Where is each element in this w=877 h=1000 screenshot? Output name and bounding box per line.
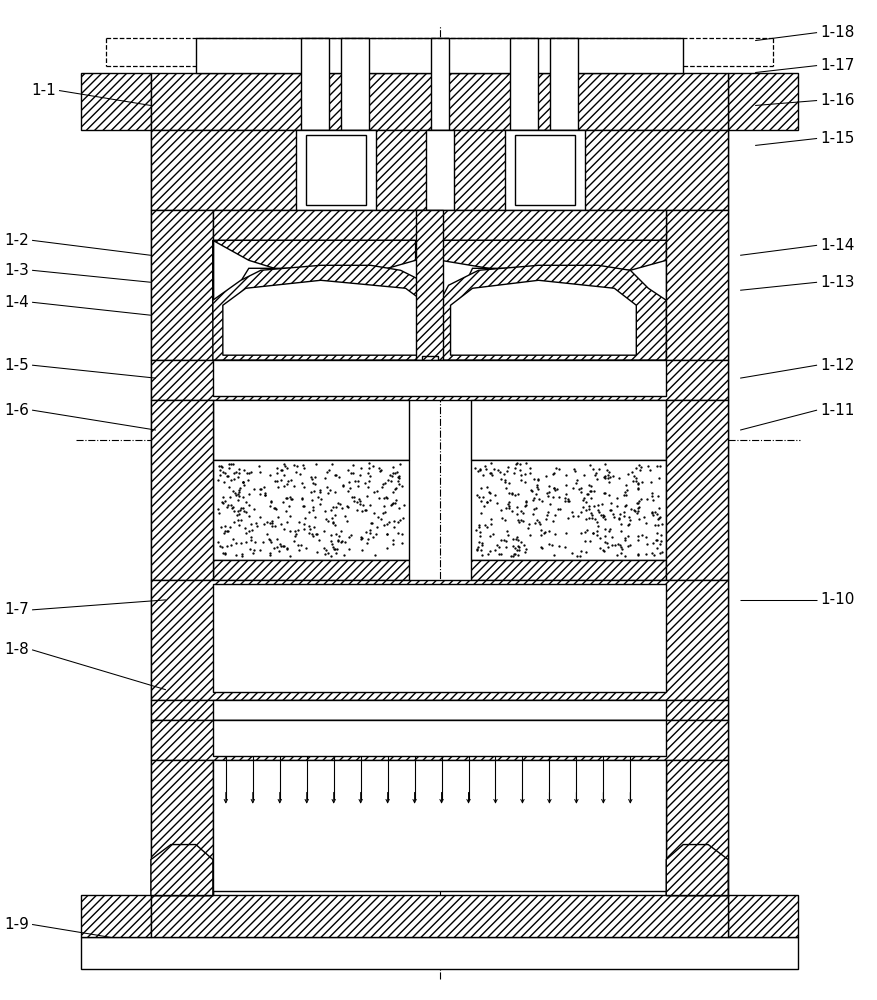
Bar (510, 38, 538, 130)
Bar (470, 400, 666, 460)
Bar (296, 130, 375, 210)
Bar (305, 135, 365, 205)
Bar (666, 400, 727, 580)
Bar (515, 135, 574, 205)
Bar (151, 130, 727, 210)
Bar (151, 210, 212, 360)
Bar (666, 107, 727, 895)
Bar (81, 895, 151, 937)
Bar (666, 760, 727, 895)
Text: 1-11: 1-11 (819, 403, 853, 418)
Text: 1-1: 1-1 (32, 83, 56, 98)
Bar (727, 73, 797, 130)
Polygon shape (212, 265, 438, 360)
Text: 1-14: 1-14 (819, 238, 853, 253)
Text: 1-13: 1-13 (819, 275, 853, 290)
Text: 1-8: 1-8 (4, 642, 29, 657)
Text: 1-15: 1-15 (819, 131, 853, 146)
Bar (505, 130, 585, 210)
Polygon shape (666, 845, 727, 895)
Polygon shape (212, 240, 415, 320)
Bar (212, 584, 666, 692)
Bar (151, 720, 727, 760)
Bar (421, 356, 437, 366)
Polygon shape (151, 845, 212, 895)
Bar (151, 895, 727, 937)
Bar (666, 210, 727, 360)
Bar (151, 700, 727, 720)
Bar (212, 760, 666, 891)
Bar (727, 895, 797, 937)
Text: 1-5: 1-5 (4, 358, 29, 373)
Bar (212, 700, 666, 720)
Bar (151, 760, 212, 895)
Polygon shape (223, 268, 406, 310)
Bar (301, 38, 328, 130)
Bar (212, 460, 408, 560)
Bar (212, 560, 408, 580)
Bar (340, 38, 368, 130)
Text: 1-18: 1-18 (819, 25, 853, 40)
Polygon shape (450, 280, 636, 355)
Bar (151, 73, 727, 130)
Text: 1-10: 1-10 (819, 592, 853, 607)
Polygon shape (440, 265, 666, 360)
Bar (470, 460, 666, 560)
Bar (550, 38, 578, 130)
Polygon shape (440, 240, 666, 270)
Bar (151, 400, 212, 580)
Bar (425, 130, 453, 210)
Bar (81, 73, 151, 130)
Text: 1-9: 1-9 (4, 917, 29, 932)
Bar (196, 38, 682, 73)
Text: 1-2: 1-2 (4, 233, 29, 248)
Text: 1-6: 1-6 (4, 403, 29, 418)
Bar (470, 560, 666, 580)
Bar (81, 937, 797, 969)
Text: 1-4: 1-4 (4, 295, 29, 310)
Bar (151, 580, 727, 700)
Bar (430, 38, 448, 130)
Bar (151, 107, 212, 895)
Bar (212, 400, 408, 460)
Bar (415, 210, 442, 360)
Polygon shape (452, 268, 633, 310)
Bar (212, 210, 666, 240)
Text: 1-17: 1-17 (819, 58, 853, 73)
Polygon shape (223, 280, 428, 355)
Text: 1-16: 1-16 (819, 93, 853, 108)
Text: 1-3: 1-3 (4, 263, 29, 278)
Text: 1-12: 1-12 (819, 358, 853, 373)
Bar (212, 360, 666, 396)
Text: 1-7: 1-7 (4, 602, 29, 617)
Bar (212, 720, 666, 756)
Bar (151, 360, 727, 400)
